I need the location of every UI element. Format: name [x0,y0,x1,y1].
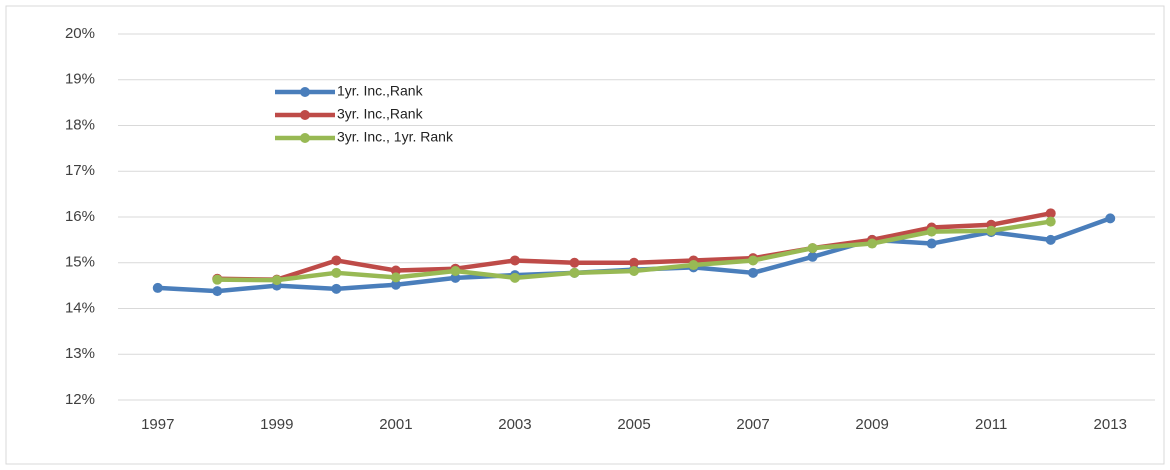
data-point [688,260,699,271]
data-point [1105,213,1116,224]
data-point [748,267,759,278]
y-tick-label: 13% [65,345,95,362]
data-point [807,243,818,254]
data-point [331,255,342,266]
data-point [450,265,461,276]
data-point [331,267,342,278]
legend-marker [300,133,310,143]
data-point [748,255,759,266]
y-tick-label: 14% [65,299,95,316]
legend-label: 3yr. Inc., 1yr. Rank [337,129,454,145]
legend-marker [300,87,310,97]
y-tick-label: 17% [65,162,95,179]
y-tick-label: 18% [65,116,95,133]
x-tick-label: 2003 [498,416,531,433]
data-point [986,225,997,236]
x-tick-label: 1997 [141,416,174,433]
data-point [331,283,342,294]
data-point [629,257,639,268]
data-point [509,272,520,283]
x-tick-label: 2001 [379,416,412,433]
data-point [1045,216,1056,227]
data-point [1045,208,1056,219]
x-tick-label: 2013 [1094,416,1127,433]
data-point [629,265,639,276]
data-point [569,257,580,268]
y-tick-label: 16% [65,208,95,225]
x-tick-label: 2005 [617,416,650,433]
data-point [569,267,580,278]
data-point [152,282,163,293]
data-point [926,226,937,237]
data-point [1045,234,1056,245]
y-tick-label: 12% [65,391,95,408]
x-tick-label: 2011 [975,416,1007,433]
data-point [867,238,878,249]
data-point [807,251,818,262]
y-tick-label: 19% [65,71,95,88]
data-point [509,255,520,266]
legend-marker [300,110,310,120]
data-point [390,265,401,276]
data-point [926,238,937,249]
legend: 1yr. Inc.,Rank 3yr. Inc.,Rank 3yr. Inc., 1… [275,83,454,145]
legend-label: 1yr. Inc.,Rank [337,83,424,99]
data-point [390,279,401,290]
data-point [390,272,401,283]
data-point [271,275,282,286]
y-tick-label: 15% [65,254,95,271]
x-tick-label: 2007 [736,416,769,433]
y-tick-label: 20% [65,25,95,42]
x-tick-label: 1999 [260,416,293,433]
data-point [212,286,223,297]
legend-label: 3yr. Inc.,Rank [337,106,424,122]
data-point [212,274,223,285]
data-point [450,272,461,283]
x-tick-label: 2009 [855,416,888,433]
